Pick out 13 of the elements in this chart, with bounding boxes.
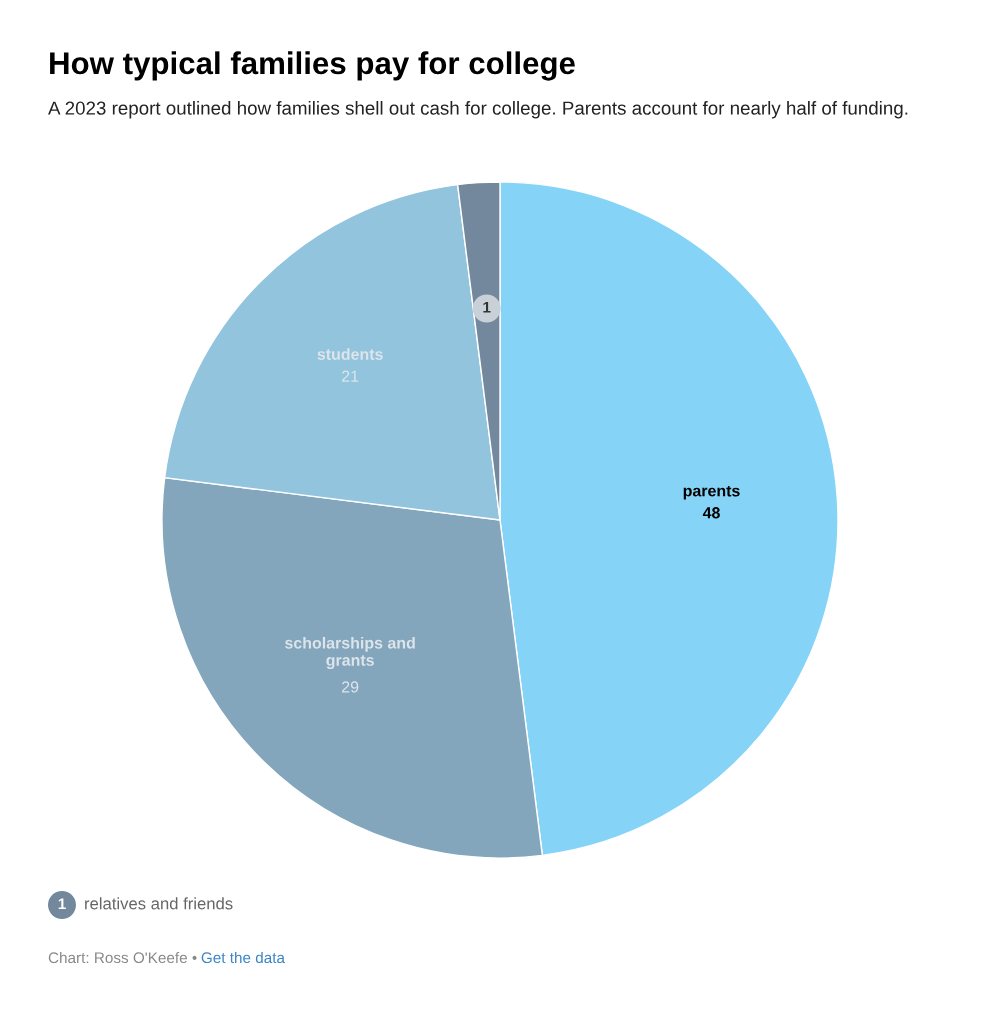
data-label: 29	[342, 681, 359, 693]
slice-label: students	[317, 348, 383, 360]
data-label: 21	[342, 370, 359, 382]
legend-label: relatives and friends	[85, 897, 233, 910]
chart-subtitle: A 2023 report outlined how families shell out cash for college. Parents account for nearly half of funding.	[48, 101, 908, 119]
slice-label: scholarships and grants	[285, 636, 415, 670]
text: Chart: Ross O'Keefe •	[48, 951, 197, 964]
text: Get the data	[201, 951, 285, 964]
text: 1	[58, 898, 66, 909]
text: 1	[483, 301, 491, 313]
chart-title: How typical families pay for college	[50, 51, 575, 81]
data-label: 48	[702, 507, 720, 519]
slice-label: parents	[683, 485, 740, 500]
